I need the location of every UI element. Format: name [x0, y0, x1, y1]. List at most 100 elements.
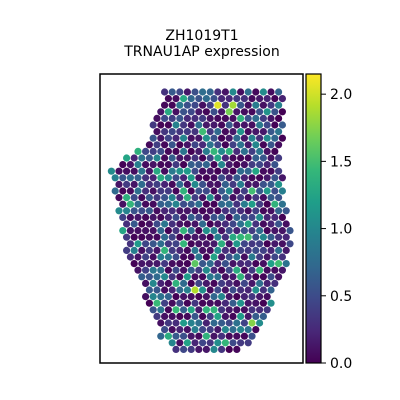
- expression-spot: [134, 200, 142, 208]
- expression-spot: [161, 114, 169, 122]
- expression-spot: [123, 246, 131, 254]
- expression-spot: [195, 240, 203, 248]
- expression-spot: [237, 154, 245, 162]
- expression-spot: [183, 339, 191, 347]
- expression-spot: [221, 233, 229, 241]
- expression-spot: [195, 161, 203, 169]
- expression-spot: [168, 180, 176, 188]
- expression-spot: [149, 161, 157, 169]
- expression-spot: [161, 326, 169, 334]
- expression-spot: [214, 312, 222, 320]
- expression-spot: [278, 253, 286, 261]
- expression-spot: [199, 299, 207, 307]
- expression-spot: [157, 227, 165, 235]
- expression-spot: [145, 154, 153, 162]
- expression-spot: [202, 147, 210, 155]
- expression-spot: [267, 286, 275, 294]
- expression-spot: [180, 332, 188, 340]
- expression-spot: [157, 319, 165, 327]
- expression-spot: [191, 233, 199, 241]
- expression-spot: [202, 293, 210, 301]
- expression-spot: [191, 101, 199, 109]
- expression-spot: [252, 273, 260, 281]
- expression-spot: [218, 332, 226, 340]
- expression-spot: [214, 194, 222, 202]
- expression-spot: [252, 299, 260, 307]
- expression-spot: [183, 128, 191, 136]
- expression-spot: [199, 180, 207, 188]
- expression-spot: [263, 279, 271, 287]
- expression-spot: [195, 293, 203, 301]
- expression-spot: [180, 266, 188, 274]
- expression-spot: [248, 161, 256, 169]
- expression-spot: [252, 101, 260, 109]
- expression-spot: [195, 213, 203, 221]
- expression-spot: [149, 293, 157, 301]
- expression-spot: [221, 167, 229, 175]
- expression-spot: [164, 253, 172, 261]
- expression-spot: [199, 233, 207, 241]
- expression-spot: [233, 293, 241, 301]
- expression-spot: [153, 180, 161, 188]
- expression-spot: [282, 260, 290, 268]
- expression-spot: [278, 213, 286, 221]
- expression-spot: [263, 240, 271, 248]
- expression-spot: [267, 220, 275, 228]
- expression-spot: [275, 114, 283, 122]
- expression-spot: [233, 200, 241, 208]
- expression-spot: [153, 312, 161, 320]
- expression-spot: [195, 319, 203, 327]
- expression-spot: [244, 154, 252, 162]
- expression-spot: [153, 260, 161, 268]
- expression-spot: [275, 128, 283, 136]
- expression-spot: [237, 312, 245, 320]
- expression-spot: [149, 213, 157, 221]
- expression-spot: [161, 88, 169, 96]
- expression-spot: [126, 200, 134, 208]
- expression-spot: [221, 141, 229, 149]
- expression-spot: [210, 213, 218, 221]
- expression-spot: [252, 194, 260, 202]
- expression-spot: [180, 240, 188, 248]
- expression-spot: [202, 240, 210, 248]
- expression-spot: [229, 220, 237, 228]
- expression-spot: [199, 88, 207, 96]
- expression-spot: [218, 319, 226, 327]
- expression-spot: [244, 207, 252, 215]
- expression-spot: [191, 339, 199, 347]
- expression-spot: [259, 207, 267, 215]
- expression-spot: [225, 319, 233, 327]
- expression-spot: [259, 128, 267, 136]
- expression-spot: [229, 246, 237, 254]
- expression-spot: [199, 128, 207, 136]
- expression-spot: [225, 134, 233, 142]
- expression-spot: [233, 174, 241, 182]
- expression-spot: [252, 260, 260, 268]
- expression-spot: [218, 95, 226, 103]
- expression-spot: [233, 345, 241, 353]
- colorbar-tick-label: 0.5: [330, 289, 352, 305]
- expression-spot: [218, 240, 226, 248]
- expression-spot: [172, 293, 180, 301]
- expression-spot: [145, 167, 153, 175]
- expression-spot: [206, 260, 214, 268]
- expression-spot: [168, 260, 176, 268]
- expression-spot: [248, 332, 256, 340]
- expression-spot: [252, 312, 260, 320]
- colorbar-tick-label: 1.5: [330, 154, 352, 170]
- expression-spot: [195, 279, 203, 287]
- expression-spot: [275, 101, 283, 109]
- expression-spot: [218, 121, 226, 129]
- expression-spot: [180, 319, 188, 327]
- expression-spot: [256, 161, 264, 169]
- expression-spot: [183, 180, 191, 188]
- expression-spot: [195, 95, 203, 103]
- expression-spot: [168, 312, 176, 320]
- expression-spot: [229, 154, 237, 162]
- expression-spot: [142, 240, 150, 248]
- expression-spot: [199, 101, 207, 109]
- expression-spot: [233, 240, 241, 248]
- expression-spot: [164, 134, 172, 142]
- expression-spot: [202, 187, 210, 195]
- expression-spot: [180, 147, 188, 155]
